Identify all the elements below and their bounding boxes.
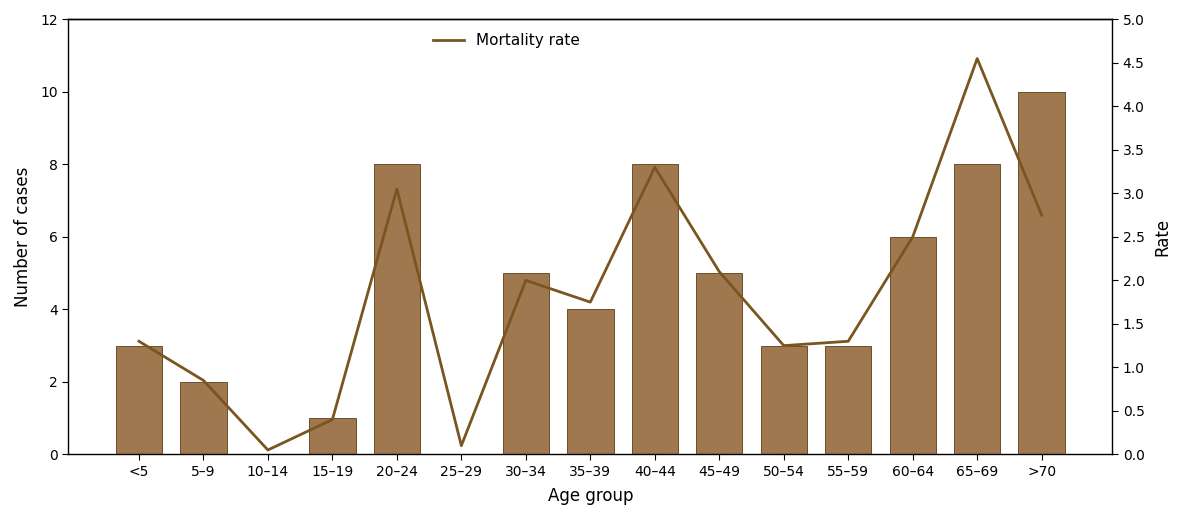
Bar xyxy=(1018,92,1065,454)
Bar xyxy=(180,382,226,454)
Bar xyxy=(116,346,162,454)
Bar xyxy=(502,273,549,454)
Legend: Mortality rate: Mortality rate xyxy=(428,27,587,54)
Bar xyxy=(568,309,614,454)
Y-axis label: Number of cases: Number of cases xyxy=(14,167,32,307)
Bar xyxy=(632,165,678,454)
Bar xyxy=(696,273,743,454)
Bar xyxy=(890,237,936,454)
Bar xyxy=(825,346,871,454)
Bar xyxy=(954,165,1000,454)
Y-axis label: Rate: Rate xyxy=(1153,218,1171,256)
X-axis label: Age group: Age group xyxy=(547,487,633,505)
Bar xyxy=(309,418,356,454)
Bar xyxy=(373,165,419,454)
Bar xyxy=(761,346,807,454)
